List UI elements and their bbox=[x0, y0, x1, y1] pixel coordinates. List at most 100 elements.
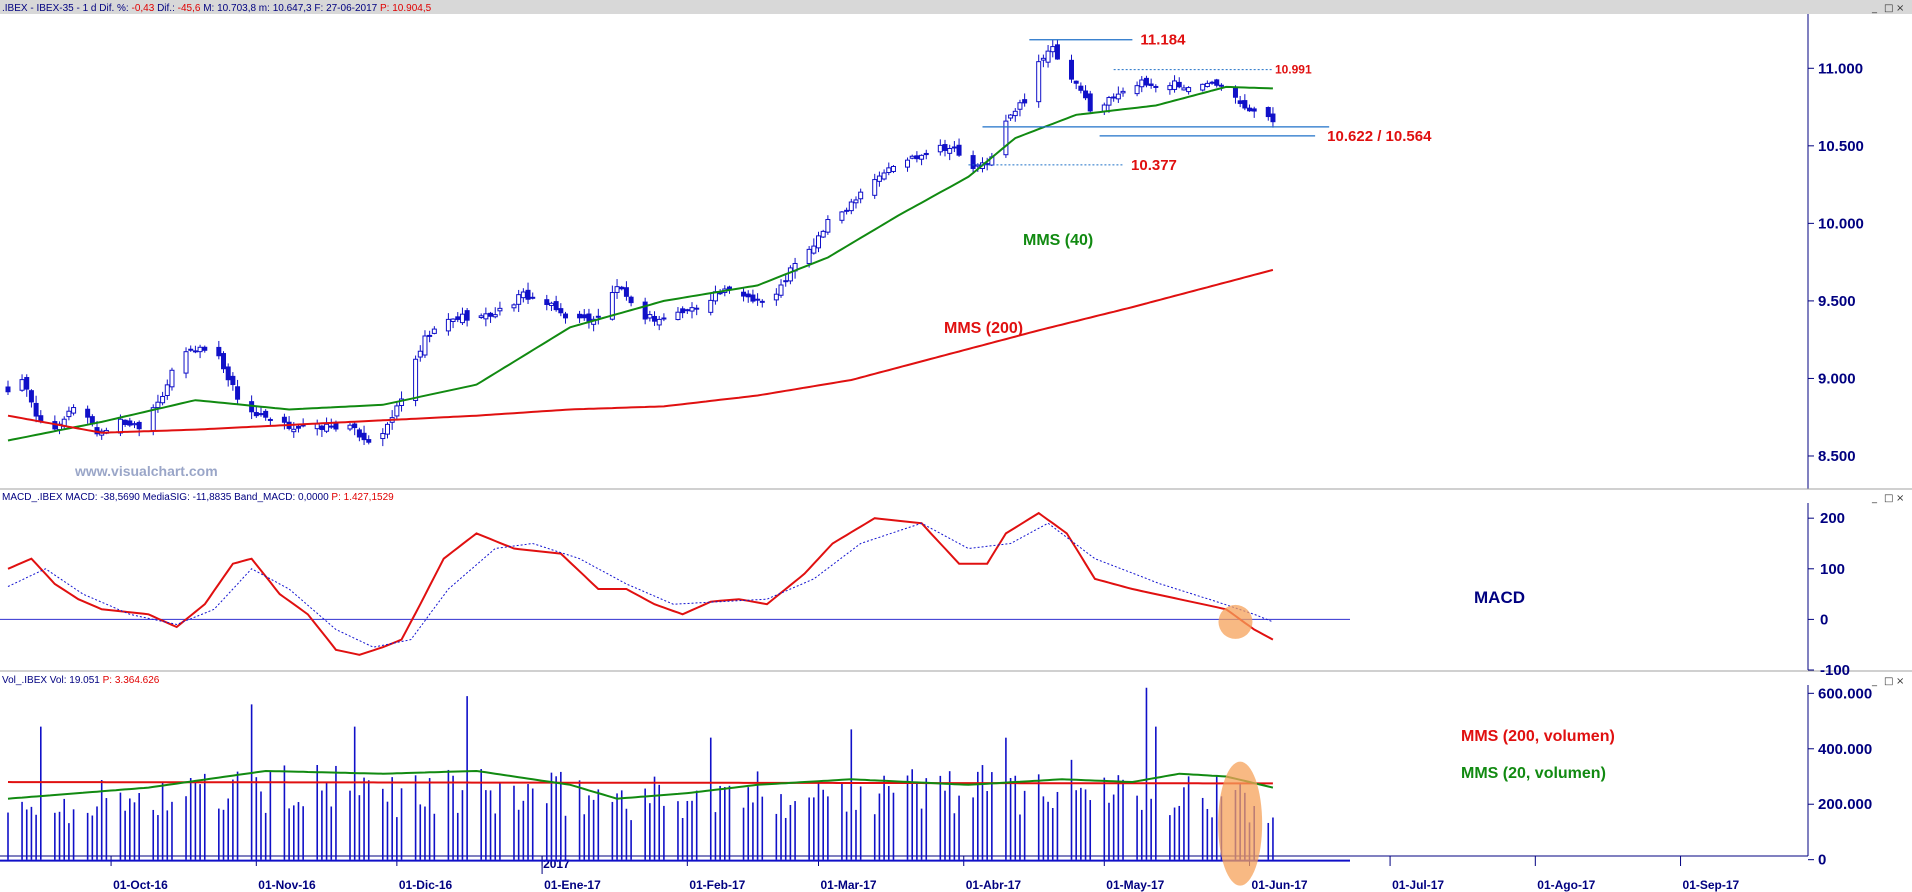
candle-body bbox=[225, 366, 231, 381]
svg-text:□: □ bbox=[1884, 493, 1893, 504]
candle-body bbox=[497, 307, 503, 312]
svg-text:×: × bbox=[1896, 676, 1904, 687]
volume-ytick-label: 200.000 bbox=[1818, 796, 1872, 813]
candle-body bbox=[525, 289, 531, 300]
candle-body bbox=[202, 346, 208, 351]
candle-body bbox=[1265, 107, 1271, 118]
price-ytick-label: 9.500 bbox=[1818, 293, 1856, 310]
candle-body bbox=[881, 172, 887, 180]
candle-body bbox=[1167, 85, 1173, 91]
svg-text:_: _ bbox=[1871, 493, 1878, 504]
candle-body bbox=[422, 335, 428, 356]
candle-body bbox=[483, 313, 489, 320]
candle-body bbox=[844, 209, 850, 212]
candle-body bbox=[71, 407, 77, 414]
candle-body bbox=[131, 423, 137, 426]
mms40-label: MMS (40) bbox=[1023, 232, 1093, 249]
candle-body bbox=[759, 300, 765, 303]
time-tick-label: 01-May-17 bbox=[1106, 878, 1164, 892]
candle-body bbox=[85, 408, 91, 418]
candle-body bbox=[1172, 80, 1178, 90]
candle-body bbox=[656, 318, 662, 326]
candle-body bbox=[1115, 93, 1121, 100]
candle-body bbox=[66, 410, 72, 418]
candle-body bbox=[942, 144, 948, 151]
candle-body bbox=[577, 313, 583, 319]
candle-body bbox=[33, 402, 39, 417]
candle-body bbox=[380, 433, 386, 440]
candle-body bbox=[951, 146, 957, 149]
candle-body bbox=[1045, 50, 1051, 63]
macd-window-buttons[interactable]: _ □ × bbox=[1871, 493, 1904, 504]
annotation-labels: MMS (40) MMS (200) MACD MMS (200, volumen) M… bbox=[944, 232, 1615, 782]
candle-body bbox=[816, 235, 822, 249]
candle-body bbox=[937, 144, 943, 153]
candle-body bbox=[530, 296, 536, 299]
candle-body bbox=[216, 346, 222, 357]
candle-body bbox=[1106, 97, 1112, 106]
candle-body bbox=[361, 432, 367, 441]
candle-body bbox=[684, 309, 690, 312]
candle-body bbox=[1012, 110, 1018, 117]
candle-body bbox=[544, 299, 550, 305]
candle-body bbox=[1200, 83, 1206, 91]
candle-body bbox=[516, 294, 522, 305]
candle-body bbox=[642, 301, 648, 320]
candle-body bbox=[623, 287, 629, 297]
candle-body bbox=[858, 191, 864, 200]
candle-body bbox=[694, 307, 700, 310]
candle-body bbox=[384, 423, 390, 435]
volume-ytick-label: 0 bbox=[1818, 852, 1826, 869]
macd-label: MACD bbox=[1474, 588, 1525, 607]
macd-header-part-1: P: 1.427,1529 bbox=[331, 492, 394, 503]
macd-header-bar bbox=[0, 490, 1912, 503]
candle-body bbox=[652, 315, 658, 322]
volume-ytick-label: 400.000 bbox=[1818, 741, 1872, 758]
svg-text:_: _ bbox=[1871, 676, 1878, 687]
candle-body bbox=[839, 211, 845, 221]
candle-body bbox=[876, 175, 882, 182]
candle-body bbox=[750, 294, 756, 302]
candle-body bbox=[5, 386, 11, 393]
candle-body bbox=[511, 304, 517, 309]
candle-body bbox=[1204, 82, 1210, 88]
candle-body bbox=[619, 286, 625, 290]
volume-moving-averages bbox=[7, 761, 1274, 886]
candle-body bbox=[1083, 90, 1089, 99]
candle-body bbox=[394, 405, 400, 417]
candle-body bbox=[1073, 80, 1079, 84]
macd-header: MACD_.IBEX MACD: -38,5690 MediaSIG: -11,… bbox=[2, 492, 394, 503]
price-header-part-3: -45,6 bbox=[178, 3, 201, 14]
candle-body bbox=[347, 424, 353, 430]
vol-mms20-line bbox=[7, 769, 1274, 800]
candle-body bbox=[192, 350, 198, 353]
candle-body bbox=[614, 286, 620, 293]
svg-text:×: × bbox=[1896, 493, 1904, 504]
candle-body bbox=[122, 419, 128, 425]
candle-body bbox=[1078, 85, 1084, 91]
candle-body bbox=[1232, 87, 1238, 98]
candle-body bbox=[689, 307, 695, 312]
candle-body bbox=[450, 318, 456, 323]
candle-body bbox=[1148, 83, 1154, 86]
candle-body bbox=[1134, 85, 1140, 95]
candle-body bbox=[1143, 77, 1149, 86]
volume-window-buttons[interactable]: _ □ × bbox=[1871, 676, 1904, 687]
candle-body bbox=[258, 413, 264, 416]
price-header-part-2: Dif.: bbox=[154, 3, 177, 14]
candle-body bbox=[806, 248, 812, 264]
candle-body bbox=[183, 351, 189, 374]
mms200-label: MMS (200) bbox=[944, 320, 1023, 337]
candle-body bbox=[1176, 81, 1182, 88]
candle-body bbox=[609, 292, 615, 320]
time-tick-label: 01-Ene-17 bbox=[544, 878, 601, 892]
price-header-part-5: P: 10.904,5 bbox=[380, 3, 432, 14]
candle-body bbox=[783, 280, 789, 283]
candle-body bbox=[909, 155, 915, 159]
candle-body bbox=[38, 415, 44, 421]
candle-body bbox=[1036, 61, 1042, 103]
price-window-buttons[interactable]: _ □ × bbox=[1871, 3, 1904, 14]
price-ytick-label: 10.000 bbox=[1818, 215, 1864, 232]
candle-body bbox=[1003, 120, 1009, 156]
